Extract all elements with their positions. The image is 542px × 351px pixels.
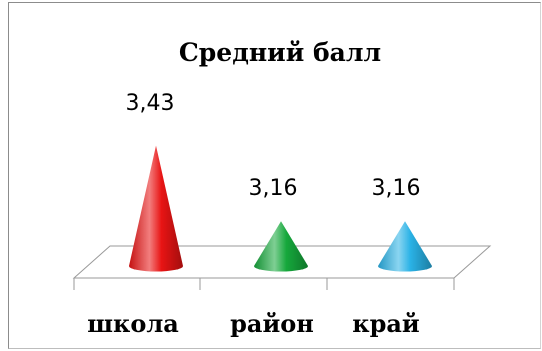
cone-region xyxy=(378,221,432,272)
chart-marks xyxy=(129,145,432,272)
x-tick-label-district: район xyxy=(230,309,314,338)
x-axis-labels: школа район край xyxy=(87,309,420,338)
x-tick-label-school: школа xyxy=(87,309,179,338)
data-label-region: 3,16 xyxy=(372,176,421,201)
cone-district xyxy=(254,221,308,272)
data-label-district: 3,16 xyxy=(249,176,298,201)
chart-title: Средний балл xyxy=(179,38,381,67)
cone-district-body xyxy=(254,221,308,272)
chart-area xyxy=(8,2,541,349)
data-label-school: 3,43 xyxy=(126,91,175,116)
cone-school-body xyxy=(129,145,183,272)
x-tick-label-region: край xyxy=(352,309,419,338)
cone-region-body xyxy=(378,221,432,272)
cone-school xyxy=(129,145,183,272)
data-labels: 3,43 3,16 3,16 xyxy=(126,91,421,201)
